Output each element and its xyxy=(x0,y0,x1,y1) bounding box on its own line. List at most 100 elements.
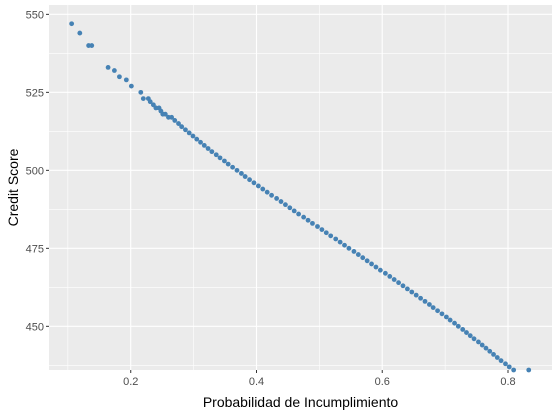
y-tick-label: 450 xyxy=(26,321,44,333)
plot-panel xyxy=(49,5,552,370)
data-point xyxy=(342,242,347,248)
data-point xyxy=(269,192,274,198)
data-point xyxy=(230,164,235,170)
data-point xyxy=(147,99,153,105)
data-point xyxy=(476,339,481,345)
data-point xyxy=(287,205,293,211)
x-tick-label: 0.2 xyxy=(123,376,138,388)
data-point xyxy=(526,367,532,373)
data-point xyxy=(172,118,178,123)
data-point xyxy=(310,220,315,226)
data-point xyxy=(360,255,366,261)
data-point xyxy=(169,114,175,120)
data-point xyxy=(377,267,383,273)
data-point xyxy=(346,245,352,251)
data-point xyxy=(452,320,457,326)
data-point xyxy=(413,292,419,298)
data-point xyxy=(426,302,432,307)
data-point xyxy=(479,342,485,348)
data-point xyxy=(123,77,129,83)
data-point xyxy=(439,311,445,317)
data-point xyxy=(283,202,288,208)
major-gridlines xyxy=(49,5,552,370)
data-point xyxy=(471,336,477,342)
data-point xyxy=(242,174,248,179)
data-point xyxy=(274,196,280,201)
data-point xyxy=(305,217,311,223)
data-point xyxy=(162,111,168,117)
data-point xyxy=(503,361,508,367)
data-point xyxy=(364,258,370,264)
data-point xyxy=(418,295,423,301)
y-tick-label: 550 xyxy=(26,9,44,21)
data-point xyxy=(138,89,144,95)
data-point xyxy=(194,136,200,142)
data-point xyxy=(351,249,357,254)
data-point xyxy=(455,323,461,329)
data-point xyxy=(409,289,415,295)
data-point xyxy=(460,327,466,332)
x-tick-label: 0.8 xyxy=(500,376,515,388)
data-point xyxy=(467,333,473,339)
data-point xyxy=(251,180,257,186)
data-point xyxy=(213,152,219,158)
data-point xyxy=(491,352,496,357)
y-axis-ticks: 450 475 500 525 550 xyxy=(26,9,49,333)
data-point xyxy=(323,230,329,236)
data-point xyxy=(396,280,401,286)
data-point xyxy=(128,83,134,89)
data-point xyxy=(422,298,428,304)
data-point xyxy=(498,358,504,364)
data-point xyxy=(387,274,393,279)
data-point xyxy=(176,121,181,126)
y-tick-label: 500 xyxy=(26,165,44,177)
data-point xyxy=(225,161,231,167)
data-point xyxy=(77,30,83,36)
data-point xyxy=(315,224,320,229)
data-points xyxy=(69,21,532,373)
data-point xyxy=(487,348,493,354)
data-point xyxy=(391,277,397,282)
data-point xyxy=(198,139,203,145)
data-point xyxy=(278,199,284,204)
data-point xyxy=(89,43,95,48)
data-point xyxy=(333,236,339,242)
data-point xyxy=(404,286,410,292)
x-axis-title: Probabilidad de Incumplimiento xyxy=(203,394,399,410)
data-point xyxy=(369,261,374,267)
data-point xyxy=(247,177,252,183)
data-point xyxy=(400,283,406,289)
data-point xyxy=(435,308,440,314)
data-point xyxy=(209,149,215,155)
data-point xyxy=(183,127,188,133)
data-point xyxy=(69,21,75,27)
data-point xyxy=(205,146,211,151)
x-tick-label: 0.6 xyxy=(375,376,390,388)
x-tick-label: 0.4 xyxy=(249,376,264,388)
data-point xyxy=(443,314,449,320)
data-point xyxy=(337,239,343,245)
data-point xyxy=(355,252,361,257)
data-point xyxy=(238,171,244,176)
data-point xyxy=(260,186,266,192)
y-tick-label: 475 xyxy=(26,243,44,255)
data-point xyxy=(296,211,302,217)
data-point xyxy=(494,355,500,360)
data-point xyxy=(222,158,227,164)
data-point xyxy=(382,270,388,276)
data-point xyxy=(328,233,334,239)
data-point xyxy=(264,189,270,195)
data-point xyxy=(234,167,240,173)
data-point xyxy=(373,264,379,270)
data-point xyxy=(201,142,207,148)
data-point xyxy=(190,133,196,139)
data-point xyxy=(111,68,117,73)
data-point xyxy=(483,345,489,351)
minor-gridlines xyxy=(49,5,552,370)
data-point xyxy=(105,64,111,70)
y-axis-title: Credit Score xyxy=(5,148,21,226)
data-point xyxy=(255,183,261,189)
data-point xyxy=(319,227,325,233)
data-point xyxy=(291,208,297,214)
